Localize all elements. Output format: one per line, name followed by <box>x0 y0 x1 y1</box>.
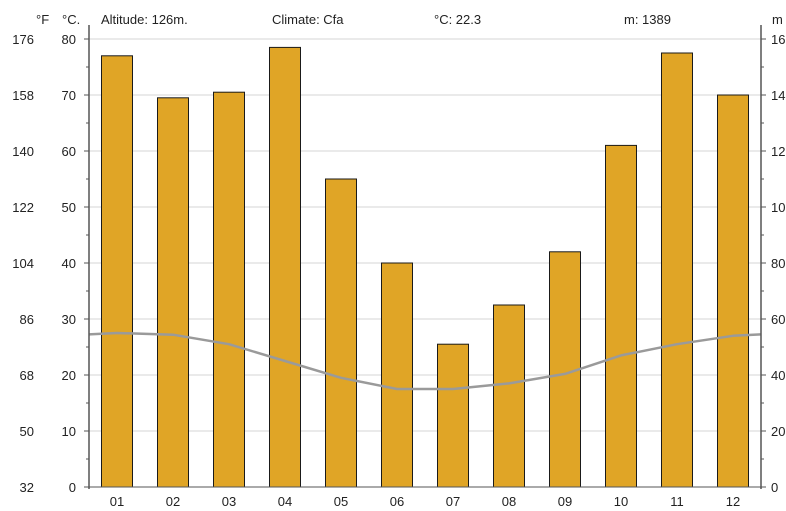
celsius-tick-label: 60 <box>62 144 76 159</box>
fahrenheit-tick-label: 176 <box>12 32 34 47</box>
celsius-tick-label: 50 <box>62 200 76 215</box>
precipitation-bar-03 <box>213 91 245 488</box>
right-axis-unit-label: m <box>772 12 783 27</box>
total-precipitation-label: m: 1389 <box>624 12 671 27</box>
precipitation-tick-label: 40 <box>771 368 785 383</box>
precipitation-tick-label: 120 <box>771 144 786 159</box>
month-tick-label: 08 <box>502 494 516 509</box>
precipitation-bar-12 <box>717 94 749 488</box>
precipitation-bar-05 <box>325 178 357 488</box>
celsius-tick-label: 70 <box>62 88 76 103</box>
month-tick-label: 03 <box>222 494 236 509</box>
precipitation-tick-label: 80 <box>771 256 785 271</box>
celsius-tick-label: 20 <box>62 368 76 383</box>
celsius-tick-label: 80 <box>62 32 76 47</box>
month-tick-label: 09 <box>558 494 572 509</box>
month-tick-label: 07 <box>446 494 460 509</box>
precipitation-tick-label: 100 <box>771 200 786 215</box>
precipitation-tick-label: 160 <box>771 32 786 47</box>
month-tick-label: 06 <box>390 494 404 509</box>
celsius-tick-label: 30 <box>62 312 76 327</box>
month-tick-label: 02 <box>166 494 180 509</box>
precipitation-bars <box>101 46 749 488</box>
fahrenheit-tick-label: 50 <box>20 424 34 439</box>
precipitation-tick-label: 60 <box>771 312 785 327</box>
fahrenheit-tick-label: 104 <box>12 256 34 271</box>
grid-lines <box>89 38 761 432</box>
precipitation-bar-06 <box>381 262 413 488</box>
average-temperature-label: °C: 22.3 <box>434 12 482 27</box>
fahrenheit-unit-label: °F <box>36 12 50 27</box>
fahrenheit-tick-label: 158 <box>12 88 34 103</box>
celsius-tick-label: 10 <box>62 424 76 439</box>
climate-label: Climate: Cfa <box>272 12 344 27</box>
precipitation-bar-02 <box>157 97 189 488</box>
fahrenheit-tick-label: 86 <box>20 312 34 327</box>
tick-labels: 0102030405060708032506886104122140158176… <box>12 32 786 509</box>
fahrenheit-tick-label: 68 <box>20 368 34 383</box>
celsius-unit-label: °C. <box>62 12 81 27</box>
precipitation-bar-08 <box>493 304 525 488</box>
axes <box>84 25 766 489</box>
precipitation-tick-label: 0 <box>771 480 778 495</box>
month-tick-label: 05 <box>334 494 348 509</box>
precipitation-tick-label: 20 <box>771 424 785 439</box>
month-tick-label: 01 <box>110 494 124 509</box>
precipitation-bar-01 <box>101 55 133 488</box>
celsius-tick-label: 0 <box>69 480 76 495</box>
month-tick-label: 04 <box>278 494 292 509</box>
celsius-tick-label: 40 <box>62 256 76 271</box>
month-tick-label: 10 <box>614 494 628 509</box>
precipitation-bar-04 <box>269 46 301 488</box>
altitude-label: Altitude: 126m. <box>101 12 188 27</box>
temperature-line <box>88 331 762 391</box>
precipitation-bar-07 <box>437 343 469 488</box>
precipitation-bar-11 <box>661 52 693 488</box>
fahrenheit-tick-label: 122 <box>12 200 34 215</box>
month-tick-label: 12 <box>726 494 740 509</box>
month-tick-label: 11 <box>670 494 684 509</box>
temperature-line-path <box>88 331 762 391</box>
precipitation-tick-label: 140 <box>771 88 786 103</box>
precipitation-bar-10 <box>605 144 637 488</box>
fahrenheit-tick-label: 32 <box>20 480 34 495</box>
fahrenheit-tick-label: 140 <box>12 144 34 159</box>
